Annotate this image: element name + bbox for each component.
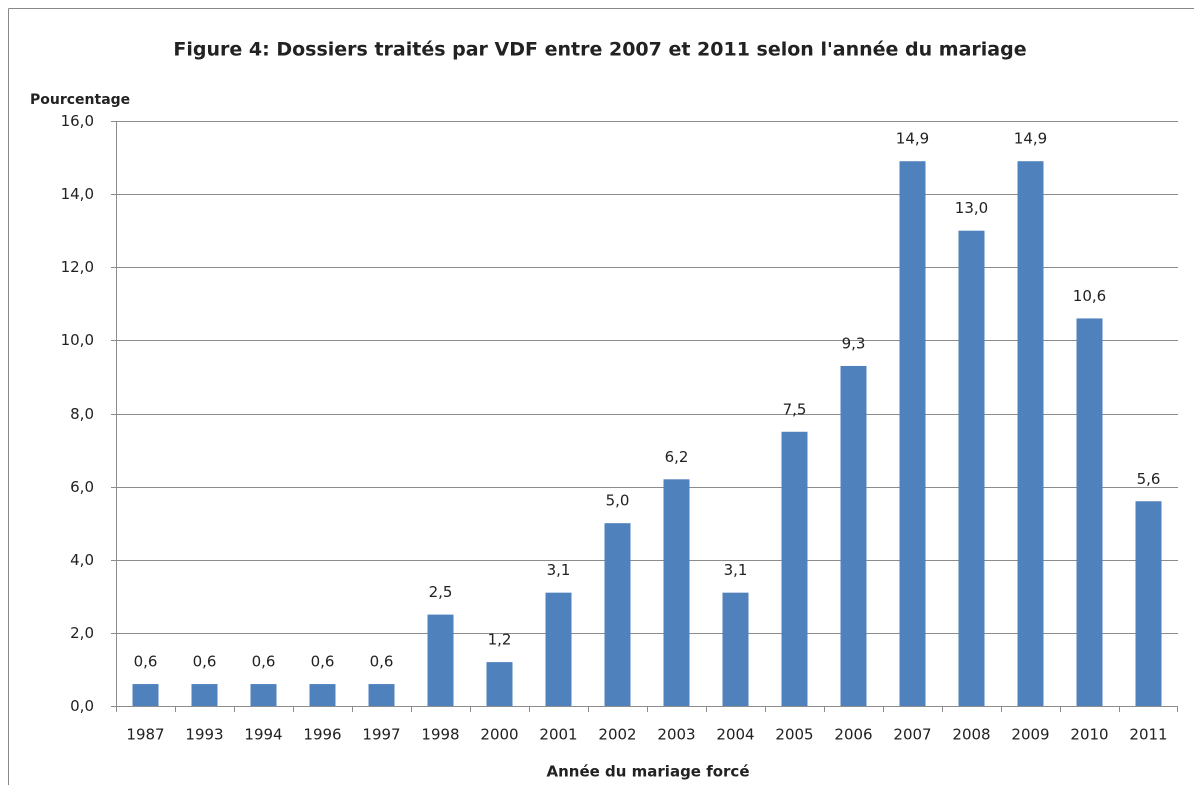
x-tick-label: 2008	[952, 726, 990, 744]
x-tick-label: 1998	[421, 726, 459, 744]
data-label: 2,5	[429, 583, 453, 601]
bar	[1017, 161, 1044, 706]
bar	[958, 230, 985, 706]
bar	[1135, 501, 1162, 706]
x-tick-label: 1993	[185, 726, 223, 744]
data-label: 7,5	[783, 400, 807, 418]
y-tick-label: 10,0	[61, 331, 94, 349]
data-label: 0,6	[311, 653, 335, 671]
x-tick-label: 2011	[1129, 726, 1167, 744]
bar	[722, 592, 749, 706]
y-tick-label: 0,0	[70, 697, 94, 715]
data-label: 10,6	[1073, 287, 1106, 305]
bar	[368, 684, 395, 706]
bar	[309, 684, 336, 706]
data-label: 0,6	[370, 653, 394, 671]
data-label: 0,6	[193, 653, 217, 671]
data-label: 0,6	[134, 653, 158, 671]
data-label: 0,6	[252, 653, 276, 671]
bar	[545, 592, 572, 706]
bar	[1076, 318, 1103, 706]
data-label: 5,6	[1137, 470, 1161, 488]
x-tick-label: 2007	[893, 726, 931, 744]
bar	[781, 431, 808, 706]
bar	[604, 523, 631, 706]
x-tick-label: 1997	[362, 726, 400, 744]
data-label: 1,2	[488, 631, 512, 649]
x-tick-label: 2005	[775, 726, 813, 744]
bar	[486, 662, 513, 706]
chart-title: Figure 4: Dossiers traités par VDF entre…	[173, 39, 1026, 61]
x-tick-label: 2001	[539, 726, 577, 744]
data-label: 5,0	[606, 492, 630, 510]
bar	[132, 684, 159, 706]
y-tick-label: 8,0	[70, 405, 94, 423]
data-label: 13,0	[955, 199, 988, 217]
bar	[427, 614, 454, 706]
x-tick-label: 2010	[1070, 726, 1108, 744]
y-tick-label: 2,0	[70, 624, 94, 642]
data-label: 14,9	[1014, 130, 1047, 148]
x-tick-label: 2009	[1011, 726, 1049, 744]
x-tick-label: 2006	[834, 726, 872, 744]
y-tick-label: 4,0	[70, 551, 94, 569]
x-tick-label: 2004	[716, 726, 754, 744]
data-label: 9,3	[842, 334, 866, 352]
x-tick-label: 2002	[598, 726, 636, 744]
x-tick-label: 1996	[303, 726, 341, 744]
x-tick-label: 2000	[480, 726, 518, 744]
bar	[191, 684, 218, 706]
bar	[840, 365, 867, 706]
x-tick-label: 1987	[126, 726, 164, 744]
x-axis-title: Année du mariage forcé	[546, 763, 749, 781]
y-axis-title: Pourcentage	[30, 92, 130, 108]
y-tick-label: 6,0	[70, 478, 94, 496]
data-label: 3,1	[724, 561, 748, 579]
bar	[250, 684, 277, 706]
x-tick-label: 1994	[244, 726, 282, 744]
x-tick-label: 2003	[657, 726, 695, 744]
data-label: 14,9	[896, 130, 929, 148]
y-tick-label: 16,0	[61, 112, 94, 130]
data-label: 3,1	[547, 561, 571, 579]
bar	[899, 161, 926, 706]
y-tick-label: 12,0	[61, 258, 94, 276]
y-tick-label: 14,0	[61, 185, 94, 203]
data-label: 6,2	[665, 448, 689, 466]
bar	[663, 479, 690, 706]
